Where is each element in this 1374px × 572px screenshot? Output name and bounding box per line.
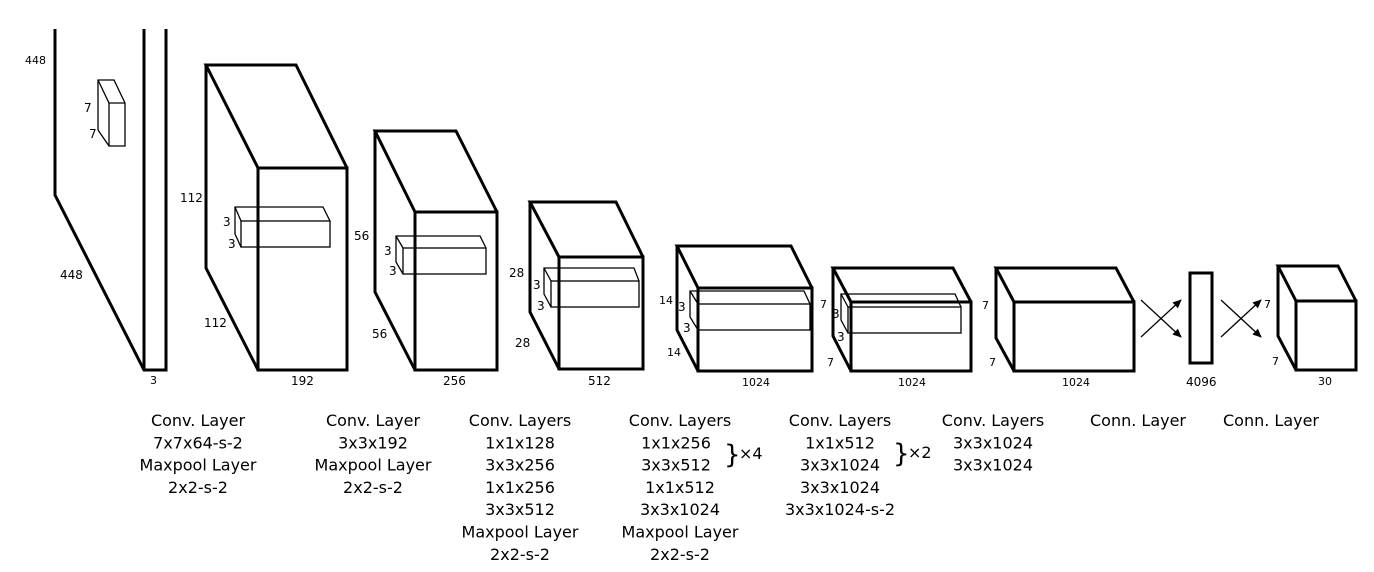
block2-kernel-label-1: 3 [384, 244, 392, 258]
caption-line: Maxpool Layer [315, 456, 432, 475]
block4-height-label: 14 [659, 294, 673, 307]
block5-channels-label: 1024 [898, 376, 926, 389]
caption-line: 3x3x512 [485, 500, 555, 519]
caption-line: 3x3x1024 [953, 433, 1033, 452]
caption-line: Maxpool Layer [462, 523, 579, 542]
repeat-group-4: } ×4 [724, 440, 763, 470]
caption-line: 3x3x512 [641, 456, 711, 475]
block1-width-label: 112 [204, 316, 227, 330]
block2-kernel-box [395, 235, 487, 275]
block2-channels-label: 256 [443, 374, 466, 388]
caption-line: Maxpool Layer [140, 456, 257, 475]
input-height-label: 448 [25, 54, 46, 67]
caption-line: 3x3x256 [485, 456, 555, 475]
fc-connection-arrows-2 [1220, 299, 1262, 338]
feature-block-2: 56 56 256 3 3 [354, 129, 499, 388]
block4-kernel-box [689, 290, 811, 331]
block4-width-label: 14 [667, 346, 681, 359]
caption-line: 1x1x256 [641, 433, 711, 452]
block3-height-label: 28 [509, 266, 524, 280]
block3-channels-label: 512 [588, 374, 611, 388]
output-tensor: 7 7 30 [1264, 264, 1358, 388]
block1-kernel-label-1: 3 [223, 215, 231, 229]
block4-kernel-label-1: 3 [678, 300, 686, 314]
block3-width-label: 28 [515, 336, 530, 350]
output-height-label: 7 [1264, 298, 1271, 311]
layer-captions: Conv. Layer 7x7x64-s-2 Maxpool Layer 2x2-s-… [140, 411, 1320, 564]
repeat-count-4: ×4 [739, 444, 763, 463]
block1-height-label: 112 [180, 191, 203, 205]
input-kernel-h-label: 7 [84, 101, 92, 115]
block2-width-label: 56 [372, 327, 387, 341]
repeat-group-2: } ×2 [893, 439, 932, 469]
feature-block-6: 7 7 1024 [982, 266, 1136, 389]
block5-kernel-label-1: 3 [832, 307, 840, 321]
block3-kernel-box [543, 267, 640, 308]
caption-line: 1x1x512 [645, 478, 715, 497]
caption-line: 3x3x1024-s-2 [785, 500, 895, 519]
output-channels-label: 30 [1318, 375, 1332, 388]
caption-line: 7x7x64-s-2 [153, 433, 243, 452]
block2-height-label: 56 [354, 229, 369, 243]
input-kernel-w-label: 7 [89, 127, 97, 141]
caption-line: 1x1x512 [805, 433, 875, 452]
caption-line: 3x3x1024 [953, 456, 1033, 475]
input-kernel-cube [97, 79, 126, 147]
input-width-label: 448 [60, 268, 83, 282]
repeat-count-2: ×2 [908, 443, 932, 462]
caption-line: 1x1x128 [485, 433, 555, 452]
input-image-slab: 448 448 3 7 7 [25, 29, 168, 387]
feature-block-4: 14 14 1024 3 3 [659, 244, 814, 389]
block1-kernel-box [234, 206, 331, 248]
caption-title: Conv. Layers [629, 411, 731, 430]
fc-units-label: 4096 [1186, 375, 1217, 389]
feature-block-1: 112 112 192 3 3 [180, 63, 349, 388]
caption-line: 3x3x1024 [800, 456, 880, 475]
brace-icon: } [893, 439, 910, 469]
block5-kernel-label-2: 3 [837, 330, 845, 344]
block6-height-label: 7 [982, 299, 989, 312]
caption-line: 3x3x1024 [640, 500, 720, 519]
block1-channels-label: 192 [291, 374, 314, 388]
block6-channels-label: 1024 [1062, 376, 1090, 389]
block5-width-label: 7 [827, 356, 834, 369]
block3-kernel-label-2: 3 [537, 299, 545, 313]
caption-line: 1x1x256 [485, 478, 555, 497]
caption-title: Conv. Layer [326, 411, 421, 430]
caption-title: Conn. Layer [1090, 411, 1186, 430]
feature-block-5: 7 7 1024 3 3 [820, 266, 973, 389]
caption-line: Maxpool Layer [622, 523, 739, 542]
caption-line: 2x2-s-2 [490, 545, 550, 564]
block3-kernel-label-1: 3 [533, 278, 541, 292]
caption-line: 2x2-s-2 [650, 545, 710, 564]
block5-height-label: 7 [820, 298, 827, 311]
brace-icon: } [724, 440, 741, 470]
fc-connection-arrows-1 [1140, 299, 1182, 338]
block4-kernel-label-2: 3 [683, 321, 691, 335]
block4-channels-label: 1024 [742, 376, 770, 389]
caption-title: Conv. Layers [942, 411, 1044, 430]
block2-kernel-label-2: 3 [389, 264, 397, 278]
caption-line: 3x3x192 [338, 433, 408, 452]
caption-title: Conn. Layer [1223, 411, 1319, 430]
caption-line: 2x2-s-2 [343, 478, 403, 497]
caption-title: Conv. Layer [151, 411, 246, 430]
input-channels-label: 3 [150, 374, 157, 387]
block5-kernel-box [840, 293, 962, 334]
fc-layer-vector: 4096 [1186, 271, 1217, 389]
caption-title: Conv. Layers [469, 411, 571, 430]
caption-title: Conv. Layers [789, 411, 891, 430]
feature-block-3: 28 28 512 3 3 [509, 200, 645, 388]
block6-width-label: 7 [989, 356, 996, 369]
caption-line: 2x2-s-2 [168, 478, 228, 497]
caption-line: 3x3x1024 [800, 478, 880, 497]
output-width-label: 7 [1272, 355, 1279, 368]
block1-kernel-label-2: 3 [228, 237, 236, 251]
